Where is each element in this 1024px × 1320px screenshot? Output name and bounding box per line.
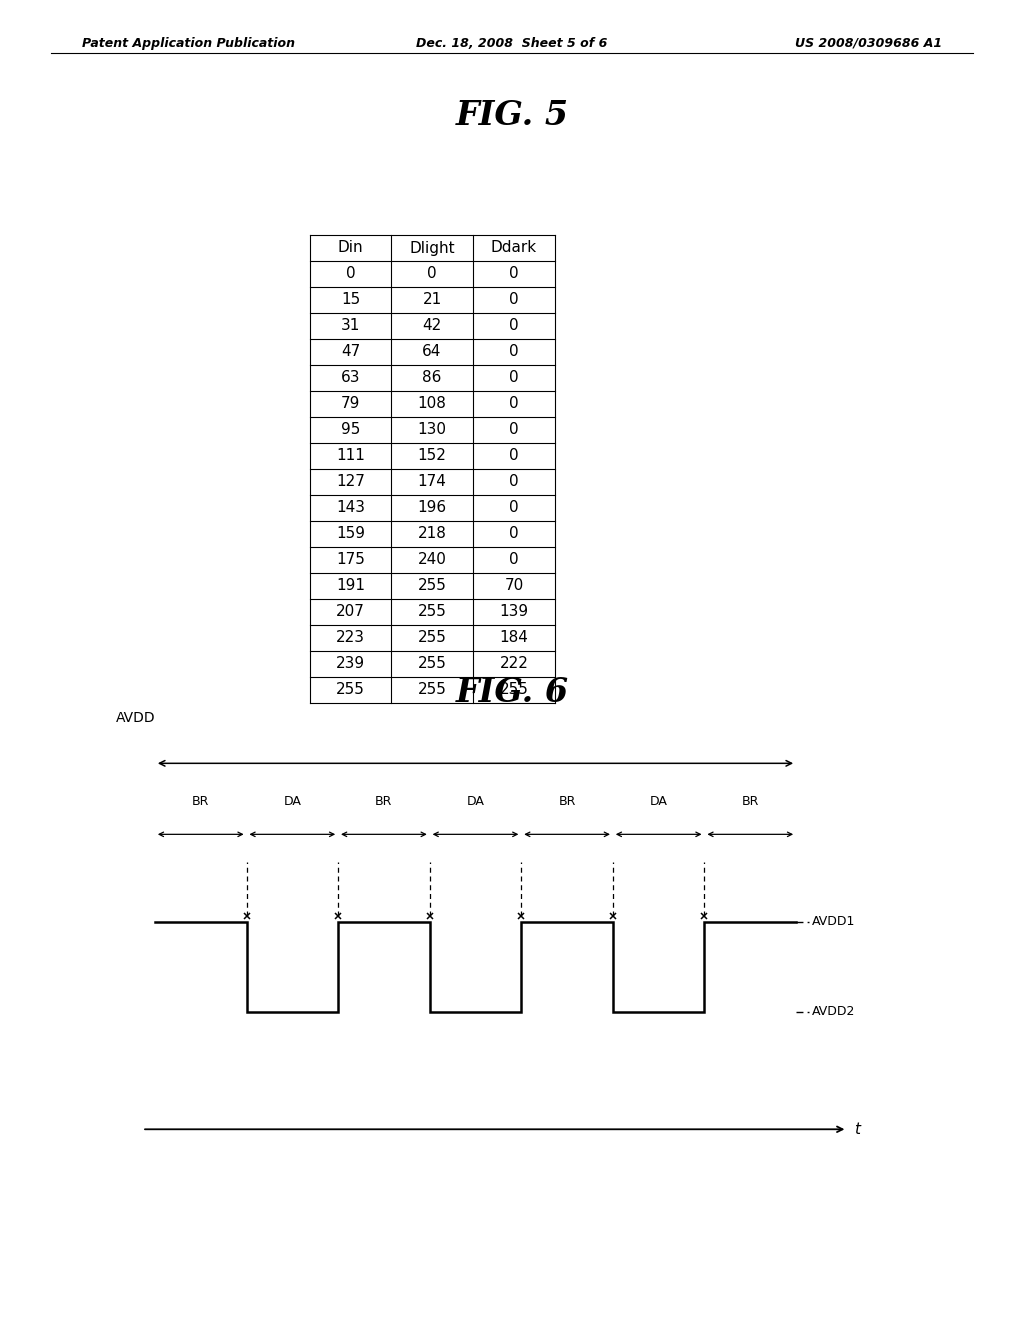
Text: 42: 42 xyxy=(422,318,441,334)
Text: 21: 21 xyxy=(422,293,441,308)
Text: 63: 63 xyxy=(341,371,360,385)
Text: 0: 0 xyxy=(509,267,519,281)
Text: 191: 191 xyxy=(336,578,365,594)
Text: 0: 0 xyxy=(509,345,519,359)
Text: 111: 111 xyxy=(336,449,365,463)
Text: 0: 0 xyxy=(509,293,519,308)
Text: 86: 86 xyxy=(422,371,441,385)
Text: 130: 130 xyxy=(418,422,446,437)
Text: DA: DA xyxy=(650,795,668,808)
Text: 0: 0 xyxy=(509,318,519,334)
Text: 0: 0 xyxy=(509,553,519,568)
Text: Dlight: Dlight xyxy=(410,240,455,256)
Text: 108: 108 xyxy=(418,396,446,412)
Text: 255: 255 xyxy=(336,682,365,697)
Text: FIG. 5: FIG. 5 xyxy=(456,99,568,132)
Text: 64: 64 xyxy=(422,345,441,359)
Text: Dec. 18, 2008  Sheet 5 of 6: Dec. 18, 2008 Sheet 5 of 6 xyxy=(417,37,607,50)
Text: BR: BR xyxy=(558,795,575,808)
Text: 70: 70 xyxy=(505,578,523,594)
Text: 0: 0 xyxy=(509,422,519,437)
Text: AVDD2: AVDD2 xyxy=(812,1006,855,1018)
Text: 95: 95 xyxy=(341,422,360,437)
Text: 15: 15 xyxy=(341,293,360,308)
Text: 239: 239 xyxy=(336,656,366,672)
Text: 223: 223 xyxy=(336,631,365,645)
Text: t: t xyxy=(854,1122,860,1137)
Text: 0: 0 xyxy=(509,500,519,516)
Text: 159: 159 xyxy=(336,527,365,541)
Text: AVDD1: AVDD1 xyxy=(812,915,855,928)
Text: 222: 222 xyxy=(500,656,528,672)
Text: BR: BR xyxy=(375,795,392,808)
Text: 0: 0 xyxy=(509,449,519,463)
Text: 0: 0 xyxy=(509,396,519,412)
Text: US 2008/0309686 A1: US 2008/0309686 A1 xyxy=(795,37,942,50)
Text: 0: 0 xyxy=(509,371,519,385)
Text: 174: 174 xyxy=(418,474,446,490)
Text: 152: 152 xyxy=(418,449,446,463)
Text: Din: Din xyxy=(338,240,364,256)
Text: 0: 0 xyxy=(346,267,355,281)
Text: 47: 47 xyxy=(341,345,360,359)
Text: 207: 207 xyxy=(336,605,365,619)
Text: Patent Application Publication: Patent Application Publication xyxy=(82,37,295,50)
Text: BR: BR xyxy=(741,795,759,808)
Text: 255: 255 xyxy=(418,656,446,672)
Text: 79: 79 xyxy=(341,396,360,412)
Text: 0: 0 xyxy=(509,474,519,490)
Text: 175: 175 xyxy=(336,553,365,568)
Text: 240: 240 xyxy=(418,553,446,568)
Text: AVDD: AVDD xyxy=(116,711,156,725)
Text: Ddark: Ddark xyxy=(490,240,537,256)
Text: 184: 184 xyxy=(500,631,528,645)
Text: 218: 218 xyxy=(418,527,446,541)
Text: DA: DA xyxy=(467,795,484,808)
Text: 139: 139 xyxy=(500,605,528,619)
Text: DA: DA xyxy=(284,795,301,808)
Text: 255: 255 xyxy=(500,682,528,697)
Text: 255: 255 xyxy=(418,605,446,619)
Text: 255: 255 xyxy=(418,578,446,594)
Text: BR: BR xyxy=(193,795,210,808)
Text: 127: 127 xyxy=(336,474,365,490)
Text: FIG. 6: FIG. 6 xyxy=(456,676,568,709)
Text: 0: 0 xyxy=(427,267,437,281)
Text: 31: 31 xyxy=(341,318,360,334)
Text: 196: 196 xyxy=(418,500,446,516)
Text: 255: 255 xyxy=(418,631,446,645)
Text: 0: 0 xyxy=(509,527,519,541)
Text: 143: 143 xyxy=(336,500,365,516)
Text: 255: 255 xyxy=(418,682,446,697)
